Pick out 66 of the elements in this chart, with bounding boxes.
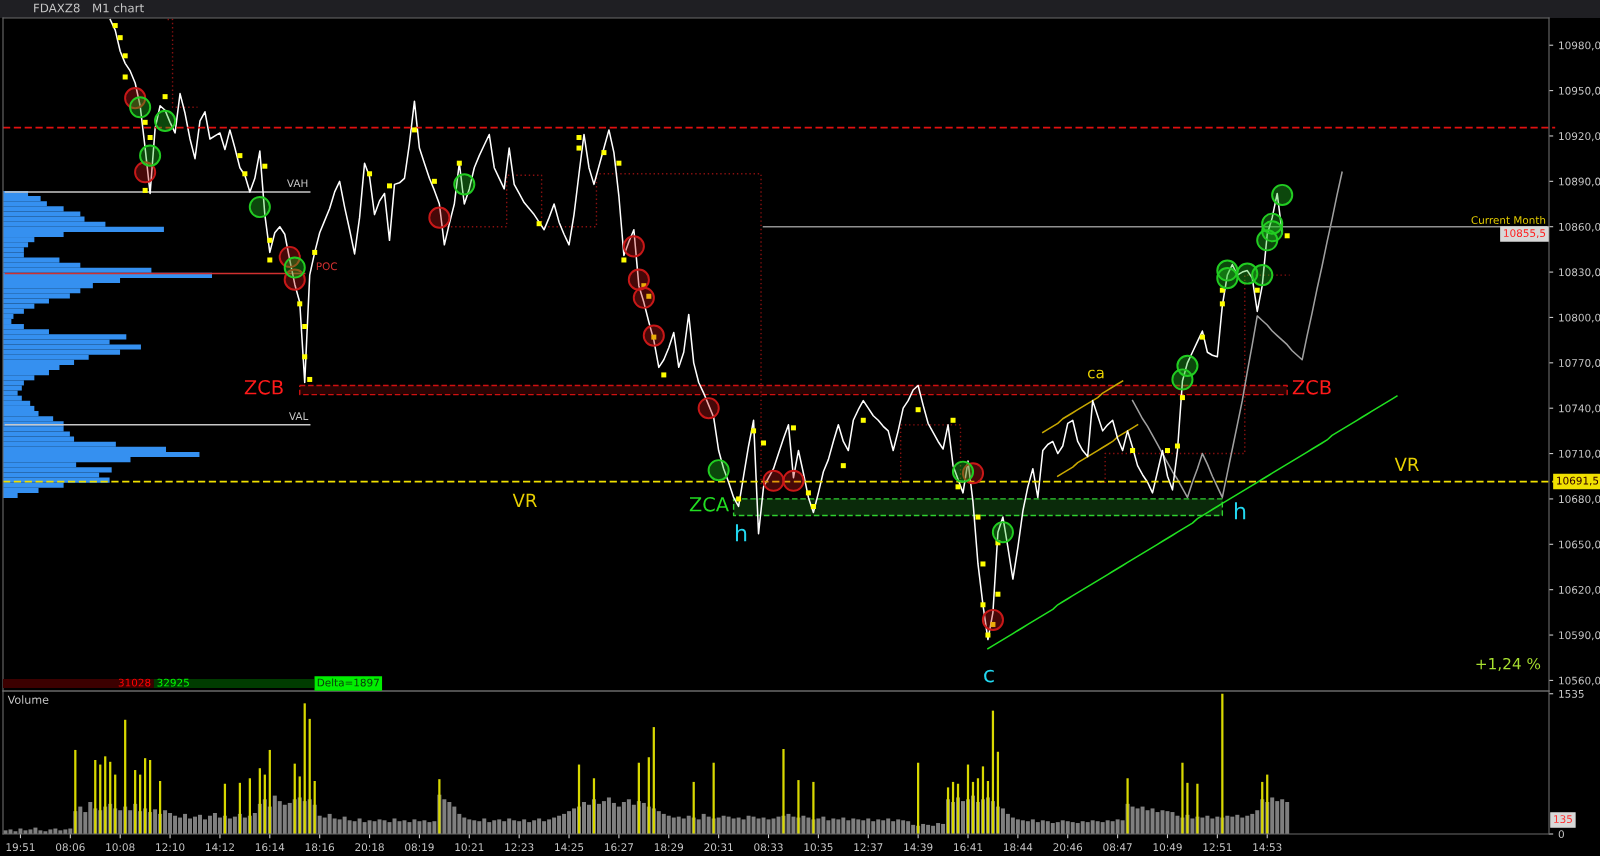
x-tick-label: 08:47 [1103, 843, 1132, 852]
y-tick-label: 10650,0 [1559, 540, 1600, 550]
x-tick-label: 18:16 [305, 843, 335, 852]
x-tick-label: 08:33 [754, 843, 783, 852]
x-tick-label: 12:51 [1203, 843, 1232, 852]
annotation: ZCB [244, 379, 283, 395]
x-tick-label: 14:39 [904, 843, 933, 852]
x-tick-label: 14:25 [555, 843, 584, 852]
annotation: ca [1087, 369, 1104, 379]
data-label: 32925 [157, 678, 189, 687]
x-tick-label: 08:19 [405, 843, 434, 852]
x-tick-label: 16:14 [255, 843, 285, 852]
x-tick-label: 14:12 [206, 843, 234, 851]
x-tick-label: 16:27 [605, 843, 634, 852]
x-tick-label: 12:37 [854, 843, 883, 852]
annotation: 10855,5 [1504, 229, 1546, 239]
annotation: Delta=1897 [317, 678, 379, 687]
data-label: 31028 [118, 678, 151, 687]
chart-subtitle: M1 chart [93, 3, 144, 13]
x-tick-label: 19:51 [6, 843, 35, 852]
x-tick-label: 10:21 [455, 843, 484, 852]
annotation: ZCA [689, 496, 729, 512]
annotation: +1,24 % [1476, 657, 1541, 671]
x-tick-label: 10:35 [804, 843, 833, 852]
annotation: h [1234, 502, 1246, 520]
x-tick-label: 20:31 [704, 843, 733, 852]
x-tick-label: 14:53 [1253, 843, 1282, 852]
y-tick-label: 10770,0 [1559, 359, 1600, 368]
y-tick-label: 0 [1558, 830, 1564, 839]
x-tick-label: 18:29 [654, 843, 684, 852]
x-tick-label: 18:44 [1004, 843, 1033, 852]
chart-title: Volume [7, 695, 49, 704]
y-tick-label: 1535 [1559, 689, 1584, 698]
x-tick-label: 20:18 [355, 843, 384, 852]
y-tick-label: 10710,0 [1559, 449, 1600, 459]
y-tick-label: 10950,0 [1559, 86, 1600, 96]
series-label: POC [316, 262, 338, 271]
y-tick-label: 10620,0 [1559, 585, 1600, 595]
x-tick-label: 10:49 [1153, 843, 1182, 852]
x-tick-label: 16:41 [954, 843, 983, 852]
annotation: Current Month [1471, 215, 1546, 225]
y-tick-label: 10680,0 [1559, 495, 1600, 505]
ref-line-label: 10691,5 [1557, 476, 1599, 486]
y-tick-label: 10830,0 [1559, 268, 1600, 278]
annotation: ZCB [1292, 379, 1331, 395]
chart-title: FDAXZ8 [34, 3, 80, 13]
series-label: VAL [289, 412, 309, 420]
x-tick-label: 20:46 [1053, 843, 1083, 852]
y-tick-label: 10590,0 [1559, 631, 1600, 641]
x-tick-label: 08:06 [56, 843, 85, 852]
x-tick-label: 12:10 [156, 843, 185, 852]
annotation: VR [512, 493, 537, 507]
annotation: h [735, 524, 747, 542]
y-tick-label: 10860,0 [1559, 222, 1600, 232]
y-tick-label: 10890,0 [1559, 177, 1600, 187]
x-tick-label: 12:23 [505, 843, 534, 852]
annotation: c [984, 669, 994, 683]
y-tick-label: 10920,0 [1559, 132, 1600, 142]
series-label: VAH [286, 179, 308, 187]
y-tick-label: 10560,0 [1559, 676, 1600, 686]
x-tick-label: 10:08 [106, 843, 135, 852]
y-tick-label: 10800,0 [1559, 313, 1600, 323]
y-tick-label: 10740,0 [1559, 404, 1600, 414]
text: 135 [1554, 815, 1572, 824]
y-tick-label: 10980,0 [1559, 41, 1600, 51]
annotation: VR [1394, 457, 1419, 471]
